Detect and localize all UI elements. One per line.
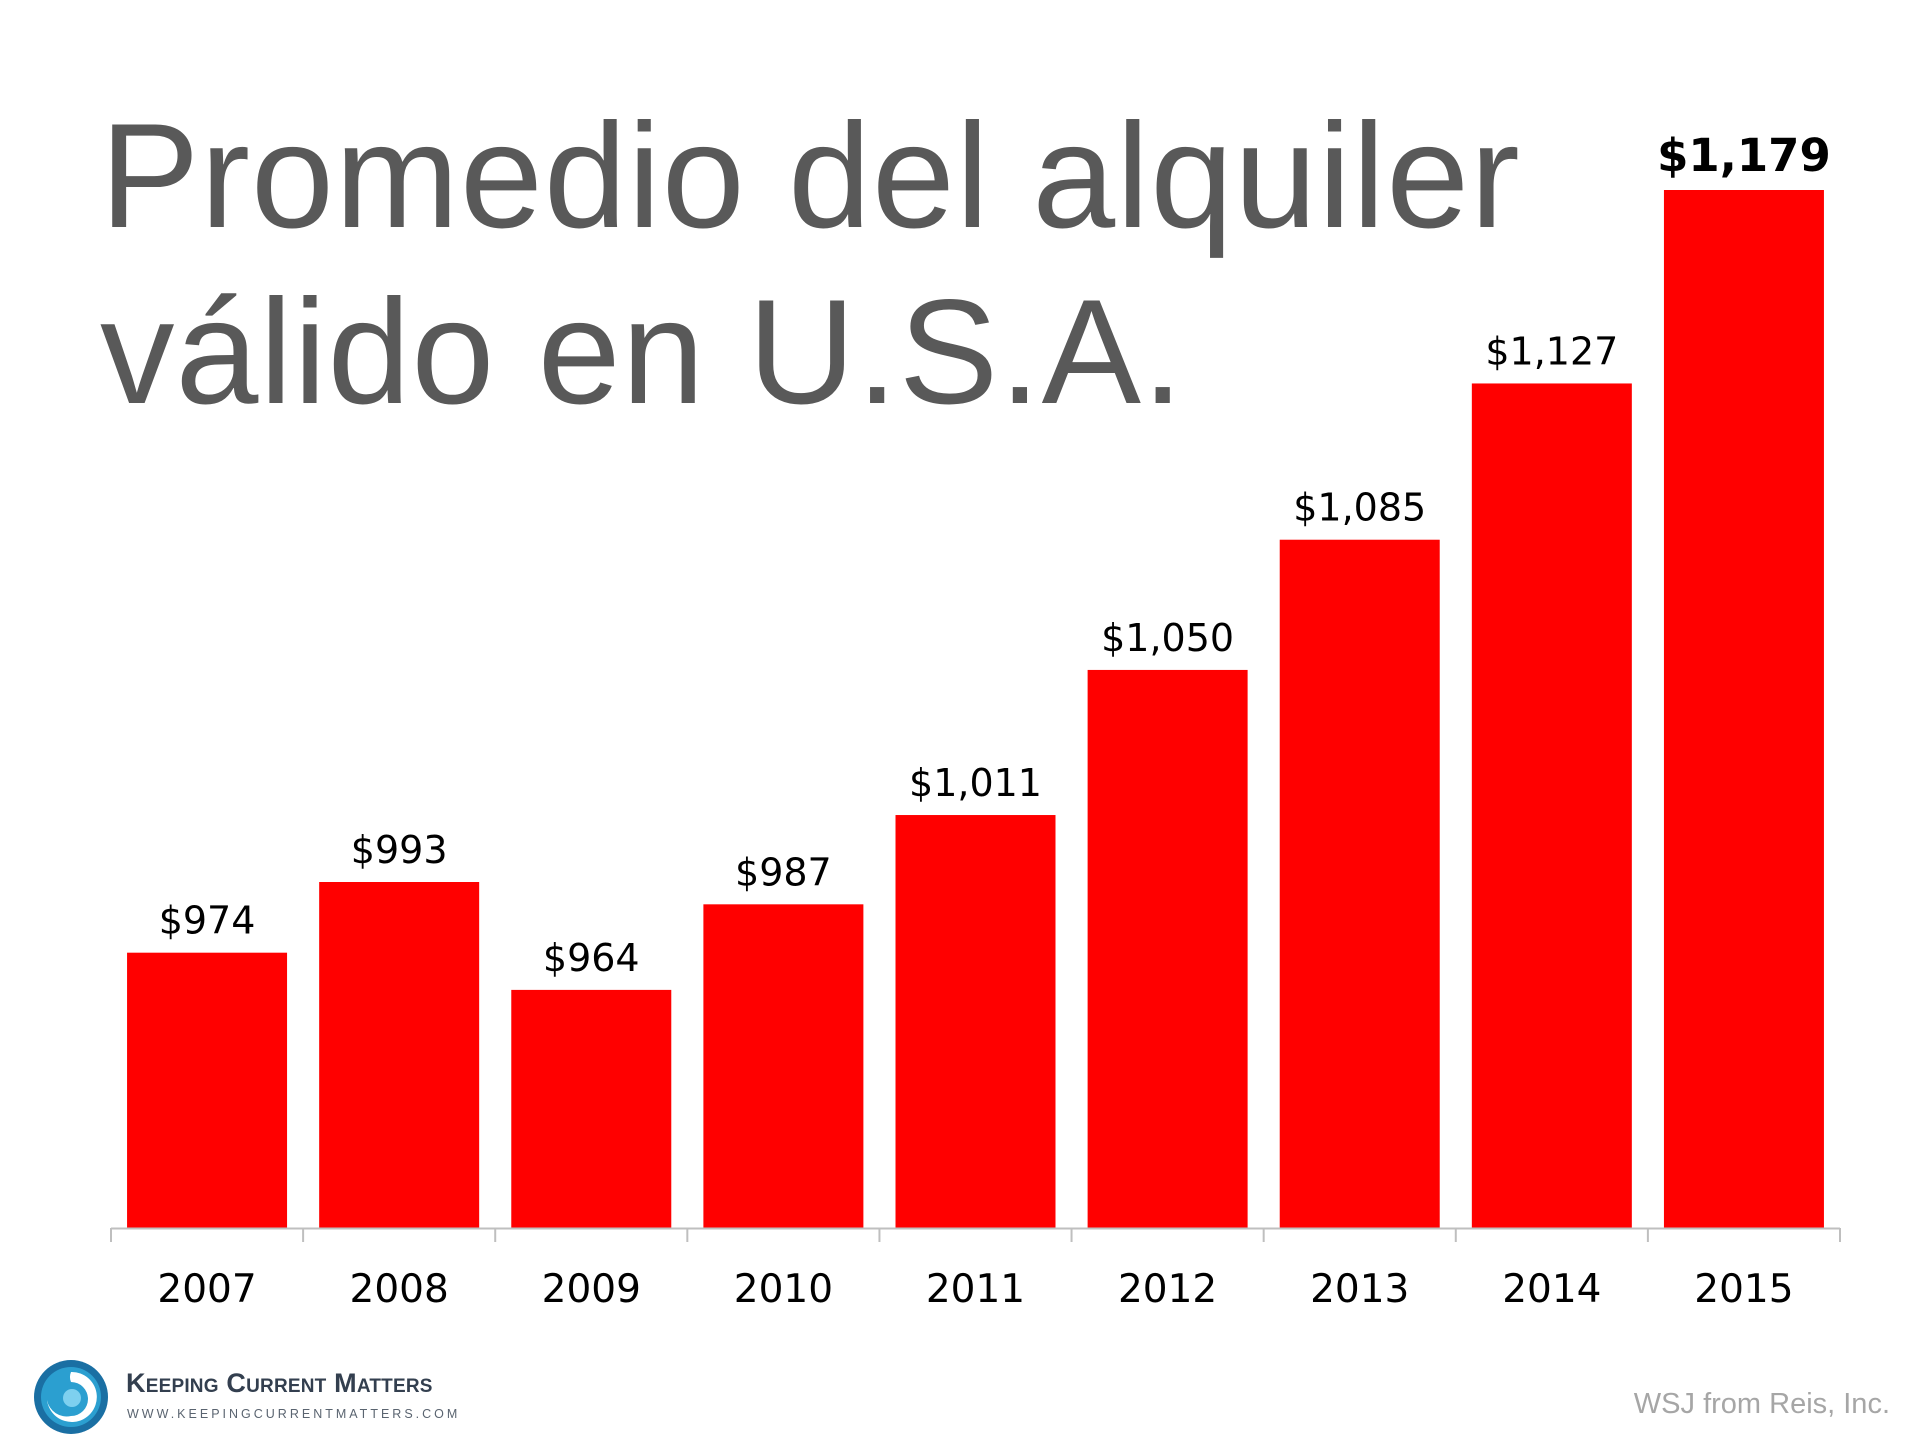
bar-2009 bbox=[511, 989, 672, 1228]
data-label-2013: $1,085 bbox=[1293, 486, 1426, 530]
x-axis bbox=[110, 1227, 1841, 1242]
chart-title-line-1: Promedio del alquiler bbox=[100, 92, 1521, 259]
x-tick-label-2008: 2008 bbox=[350, 1267, 449, 1312]
x-tick-label-2013: 2013 bbox=[1310, 1267, 1409, 1312]
data-label-2011: $1,011 bbox=[909, 761, 1042, 805]
x-tick-label-2015: 2015 bbox=[1694, 1267, 1793, 1312]
brand-name: Keeping Current Matters bbox=[126, 1368, 433, 1398]
brand-url: WWW.KEEPINGCURRENTMATTERS.COM bbox=[127, 1407, 461, 1421]
chart-title-line-2: válido en U.S.A. bbox=[100, 268, 1185, 435]
data-label-2009: $964 bbox=[543, 936, 640, 980]
data-label-2010: $987 bbox=[735, 850, 832, 894]
data-label-2012: $1,050 bbox=[1101, 616, 1234, 660]
bar-2010 bbox=[703, 904, 864, 1228]
bar-2014 bbox=[1471, 383, 1632, 1228]
bar-2008 bbox=[319, 882, 480, 1228]
swirl-logo-icon bbox=[34, 1360, 108, 1434]
bar-2015 bbox=[1663, 190, 1824, 1228]
data-label-2008: $993 bbox=[351, 828, 448, 872]
value-labels-group: $974 $993 $964 $987 $1,011 $1,050 $1,085 $1,127… bbox=[159, 129, 1831, 980]
data-label-2014: $1,127 bbox=[1485, 329, 1618, 373]
x-tick-label-2009: 2009 bbox=[542, 1267, 641, 1312]
bar-2012 bbox=[1087, 669, 1248, 1228]
bars-group bbox=[127, 190, 1824, 1228]
bar-2011 bbox=[895, 815, 1056, 1228]
bar-2013 bbox=[1279, 539, 1440, 1228]
x-tick-label-2014: 2014 bbox=[1502, 1267, 1601, 1312]
source-note: WSJ from Reis, Inc. bbox=[1633, 1388, 1890, 1420]
x-tick-label-2011: 2011 bbox=[926, 1267, 1025, 1312]
data-label-2015: $1,179 bbox=[1657, 129, 1831, 182]
bar-2007 bbox=[127, 952, 288, 1228]
chart-title: Promedio del alquiler válido en U.S.A. bbox=[100, 88, 1540, 440]
x-tick-label-2012: 2012 bbox=[1118, 1267, 1217, 1312]
x-tick-labels-group: 2007 2008 2009 2010 2011 2012 2013 2014 2015 bbox=[157, 1267, 1793, 1312]
x-tick-label-2010: 2010 bbox=[734, 1267, 833, 1312]
data-label-2007: $974 bbox=[159, 899, 256, 943]
x-tick-label-2007: 2007 bbox=[157, 1267, 256, 1312]
brand: Keeping Current Matters WWW.KEEPINGCURRE… bbox=[32, 1356, 457, 1436]
